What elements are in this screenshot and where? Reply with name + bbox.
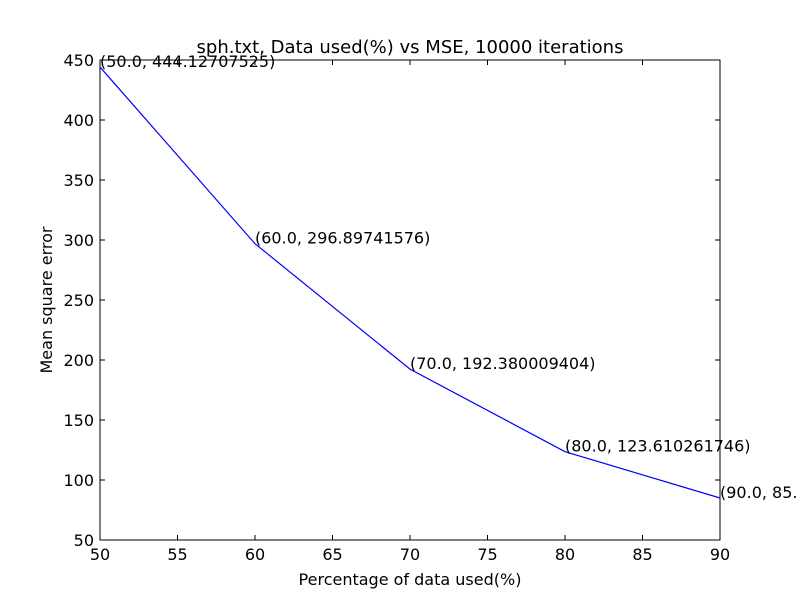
y-tick-label: 100 bbox=[63, 471, 94, 490]
chart-title: sph.txt, Data used(%) vs MSE, 10000 iter… bbox=[197, 37, 624, 58]
x-axis-label: Percentage of data used(%) bbox=[299, 570, 522, 589]
y-tick-label: 50 bbox=[74, 531, 94, 550]
x-tick-label: 80 bbox=[555, 545, 575, 564]
tick-labels: 50 55 60 65 70 75 80 85 90 50 100 150 200 250 300 350 40… bbox=[63, 51, 730, 564]
y-tick-label: 400 bbox=[63, 111, 94, 130]
y-axis-label: Mean square error bbox=[37, 226, 56, 373]
y-tick-label: 300 bbox=[63, 231, 94, 250]
x-tick-label: 90 bbox=[710, 545, 730, 564]
data-point-label: (70.0, 192.380009404) bbox=[410, 354, 596, 373]
axis-ticks bbox=[99, 59, 721, 541]
y-tick-label: 150 bbox=[63, 411, 94, 430]
x-tick-label: 75 bbox=[477, 545, 497, 564]
data-point-label: (60.0, 296.89741576) bbox=[255, 229, 430, 248]
x-tick-label: 55 bbox=[167, 545, 187, 564]
series-line bbox=[99, 66, 721, 499]
y-tick-label: 250 bbox=[63, 291, 94, 310]
x-tick-label: 50 bbox=[90, 545, 110, 564]
x-tick-label: 65 bbox=[322, 545, 342, 564]
data-point-labels: (50.0, 444.12707525) (60.0, 296.89741576)… bbox=[100, 52, 797, 502]
plot-area bbox=[99, 59, 721, 541]
x-tick-label: 70 bbox=[400, 545, 420, 564]
x-tick-label: 60 bbox=[245, 545, 265, 564]
data-point-label: (90.0, 85. bbox=[720, 483, 797, 502]
y-tick-label: 350 bbox=[63, 171, 94, 190]
x-tick-label: 85 bbox=[632, 545, 652, 564]
y-tick-label: 200 bbox=[63, 351, 94, 370]
data-point-label: (50.0, 444.12707525) bbox=[100, 52, 275, 71]
data-point-label: (80.0, 123.610261746) bbox=[565, 437, 751, 456]
y-tick-label: 450 bbox=[63, 51, 94, 70]
